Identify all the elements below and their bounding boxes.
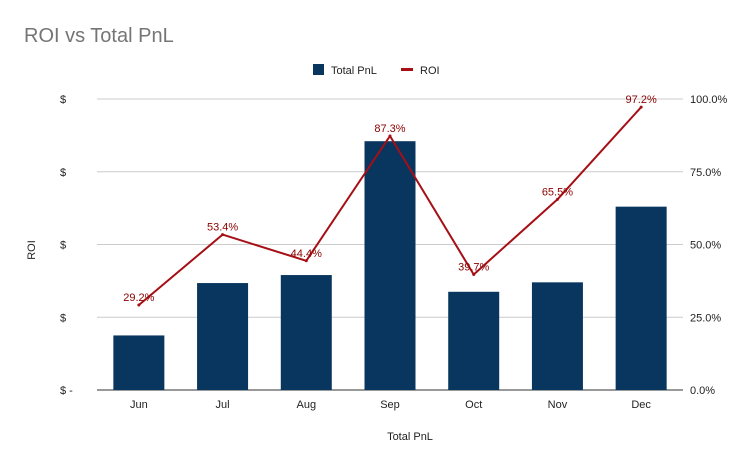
roi-data-label: 53.4%: [207, 222, 238, 234]
right-tick-label: 100.0%: [690, 94, 728, 106]
legend-swatch-roi: [401, 68, 413, 71]
right-tick-label: 75.0%: [690, 167, 721, 179]
roi-point: [221, 233, 225, 237]
roi-point: [555, 197, 559, 201]
roi-data-labels: 29.2% 53.4% 44.4% 87.3% 39.7% 65.5% 97.2%: [123, 94, 657, 304]
bar: [448, 291, 500, 390]
bar: [364, 141, 416, 390]
x-tick-label: Aug: [296, 399, 316, 411]
right-tick-label: 0.0%: [690, 385, 715, 397]
left-tick-label: $: [60, 94, 66, 106]
left-tick-label: $: [60, 240, 66, 252]
bar: [280, 275, 332, 390]
bar: [113, 335, 165, 390]
legend: Total PnL ROI: [313, 64, 440, 77]
bar: [615, 206, 667, 390]
x-axis-title: Total PnL: [387, 431, 433, 443]
legend-label-roi: ROI: [420, 65, 440, 77]
roi-data-label: 97.2%: [626, 94, 657, 106]
x-tick-label: Sep: [380, 399, 400, 411]
x-tick-label: Jul: [216, 399, 230, 411]
bar: [531, 282, 583, 390]
roi-data-label: 29.2%: [123, 292, 154, 304]
roi-point: [137, 303, 141, 307]
legend-label-total-pnl: Total PnL: [331, 65, 377, 77]
x-tick-label: Oct: [465, 399, 482, 411]
roi-point: [639, 105, 643, 109]
left-tick-label: $ -: [60, 385, 73, 397]
roi-data-label: 44.4%: [291, 248, 322, 260]
bars-total-pnl: [113, 141, 667, 390]
chart-title: ROI vs Total PnL: [24, 25, 174, 47]
roi-data-label: 65.5%: [542, 186, 573, 198]
roi-point: [472, 272, 476, 276]
left-axis: $ - $ $ $ $: [60, 94, 73, 397]
line-roi: [137, 105, 643, 307]
left-tick-label: $: [60, 167, 66, 179]
roi-data-label: 87.3%: [374, 123, 405, 135]
right-axis: 0.0% 25.0% 50.0% 75.0% 100.0%: [690, 94, 728, 397]
right-tick-label: 50.0%: [690, 240, 721, 252]
roi-data-label: 39.7%: [458, 261, 489, 273]
roi-point: [304, 259, 308, 263]
left-tick-label: $: [60, 312, 66, 324]
roi-point: [388, 134, 392, 138]
y-axis-title: ROI: [26, 240, 38, 260]
x-tick-label: Jun: [130, 399, 148, 411]
x-tick-label: Dec: [631, 399, 651, 411]
legend-swatch-total-pnl: [313, 64, 324, 75]
x-tick-label: Nov: [548, 399, 568, 411]
right-tick-label: 25.0%: [690, 312, 721, 324]
bar: [197, 283, 249, 390]
x-axis: Jun Jul Aug Sep Oct Nov Dec: [130, 399, 651, 411]
